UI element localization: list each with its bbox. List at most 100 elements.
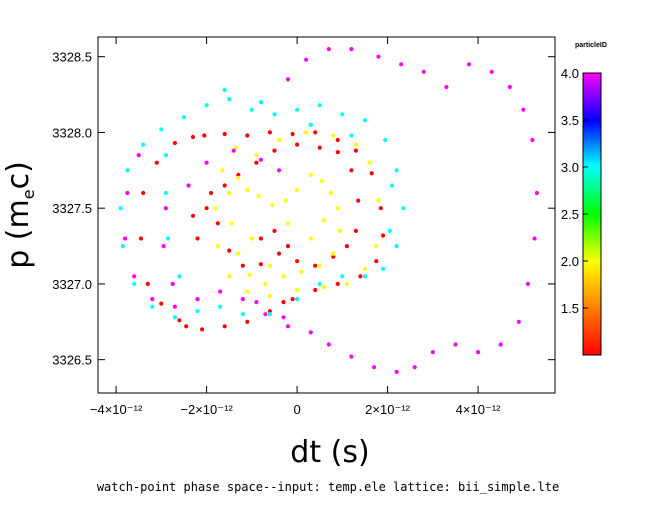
point-series1-50 (258, 236, 263, 241)
point-series3-2 (132, 281, 137, 286)
point-series3-8 (267, 312, 272, 317)
y-tick-label-0: 3326.5 (52, 353, 92, 368)
point-series1-44 (272, 148, 277, 153)
point-series3-0 (118, 206, 123, 211)
x-tick-label-3: 2×10⁻¹² (365, 402, 410, 417)
point-series1-11 (374, 259, 379, 264)
point-series1-53 (190, 213, 196, 218)
y-tick-label-2: 3327.5 (52, 201, 92, 216)
point-series4-29 (466, 62, 472, 67)
point-series1-27 (190, 134, 196, 140)
point-series2-24 (353, 142, 358, 147)
point-series3-30 (163, 190, 168, 196)
point-series4-30 (444, 84, 449, 90)
point-series1-32 (258, 262, 263, 267)
point-series2-17 (256, 194, 261, 199)
point-series1-45 (254, 160, 259, 165)
point-series3-34 (308, 122, 313, 127)
point-series1-13 (335, 281, 340, 286)
point-series1-23 (138, 236, 144, 241)
point-series4-13 (349, 354, 354, 359)
point-series2-3 (247, 272, 252, 277)
point-series1-7 (353, 148, 358, 153)
y-axis-label: p (mec) (1, 161, 38, 269)
data-points (118, 47, 540, 374)
point-series3-22 (272, 112, 277, 117)
point-series4-24 (534, 190, 540, 196)
point-series4-33 (376, 54, 381, 59)
point-series2-27 (374, 244, 379, 249)
point-series1-6 (335, 137, 340, 143)
point-series3-4 (172, 315, 177, 320)
point-series4-11 (308, 330, 313, 335)
point-series1-34 (295, 259, 300, 264)
point-series2-32 (267, 293, 272, 299)
point-series2-43 (249, 236, 254, 241)
point-series3-31 (166, 236, 171, 241)
point-series2-16 (270, 203, 275, 208)
point-series3-9 (295, 297, 300, 302)
point-series2-23 (331, 133, 336, 138)
point-series1-43 (295, 142, 300, 147)
point-series3-38 (222, 87, 227, 93)
point-series4-36 (304, 57, 309, 62)
point-series4-41 (186, 183, 191, 188)
point-series2-26 (376, 198, 381, 203)
point-series2-35 (215, 244, 220, 249)
point-series4-23 (532, 236, 537, 241)
point-series3-10 (317, 281, 322, 286)
point-series4-10 (285, 324, 291, 329)
point-series4-16 (412, 365, 417, 370)
y-tick-label-4: 3328.5 (52, 50, 92, 65)
point-series3-20 (317, 103, 322, 108)
x-tick-label-4: 4×10⁻¹² (456, 402, 501, 417)
point-series4-12 (326, 342, 331, 347)
point-series1-18 (222, 324, 227, 329)
colorbar-tick-label-1: 2.0 (561, 254, 579, 269)
point-series4-44 (258, 157, 263, 162)
point-series3-19 (340, 112, 345, 117)
y-axis-label-main: p (m (1, 199, 36, 269)
point-series2-2 (236, 251, 241, 256)
colorbar-tick-label-2: 2.5 (561, 207, 579, 222)
point-series2-6 (299, 269, 304, 274)
colorbar-tick-label-3: 3.0 (561, 160, 579, 175)
point-series2-30 (322, 284, 327, 290)
point-series4-25 (530, 137, 535, 143)
point-series4-19 (476, 350, 481, 355)
point-series4-39 (161, 244, 166, 249)
point-series1-17 (245, 319, 250, 324)
point-series4-27 (507, 84, 512, 90)
point-series1-33 (276, 251, 282, 256)
point-series2-19 (236, 175, 241, 180)
point-series4-17 (430, 350, 435, 355)
point-series4-2 (123, 236, 128, 241)
x-tick-label-0: −4×10⁻¹² (90, 402, 143, 417)
point-series3-29 (125, 168, 130, 173)
y-axis-label-sub: e (19, 189, 38, 199)
point-series4-45 (276, 168, 282, 173)
x-axis-label: dt (s) (290, 435, 369, 470)
point-series4-40 (170, 281, 175, 286)
point-series2-40 (308, 236, 313, 241)
point-series1-35 (313, 263, 318, 268)
point-series1-5 (313, 130, 318, 135)
point-series1-48 (285, 244, 291, 249)
point-series1-31 (240, 263, 245, 268)
point-series1-54 (281, 300, 286, 305)
plot-frame (97, 36, 556, 394)
y-tick-label-1: 3327.0 (52, 277, 92, 292)
point-series1-37 (344, 244, 349, 249)
point-series1-21 (159, 301, 164, 306)
point-series4-8 (240, 297, 245, 302)
point-series2-5 (281, 274, 286, 279)
point-series3-3 (150, 304, 155, 309)
point-series2-14 (295, 187, 300, 193)
point-series2-29 (344, 281, 349, 286)
point-series4-34 (349, 47, 354, 52)
point-series4-6 (195, 297, 200, 302)
point-series3-27 (159, 127, 164, 132)
point-series1-36 (331, 254, 336, 259)
point-series3-15 (401, 206, 406, 211)
point-series2-33 (245, 289, 250, 294)
